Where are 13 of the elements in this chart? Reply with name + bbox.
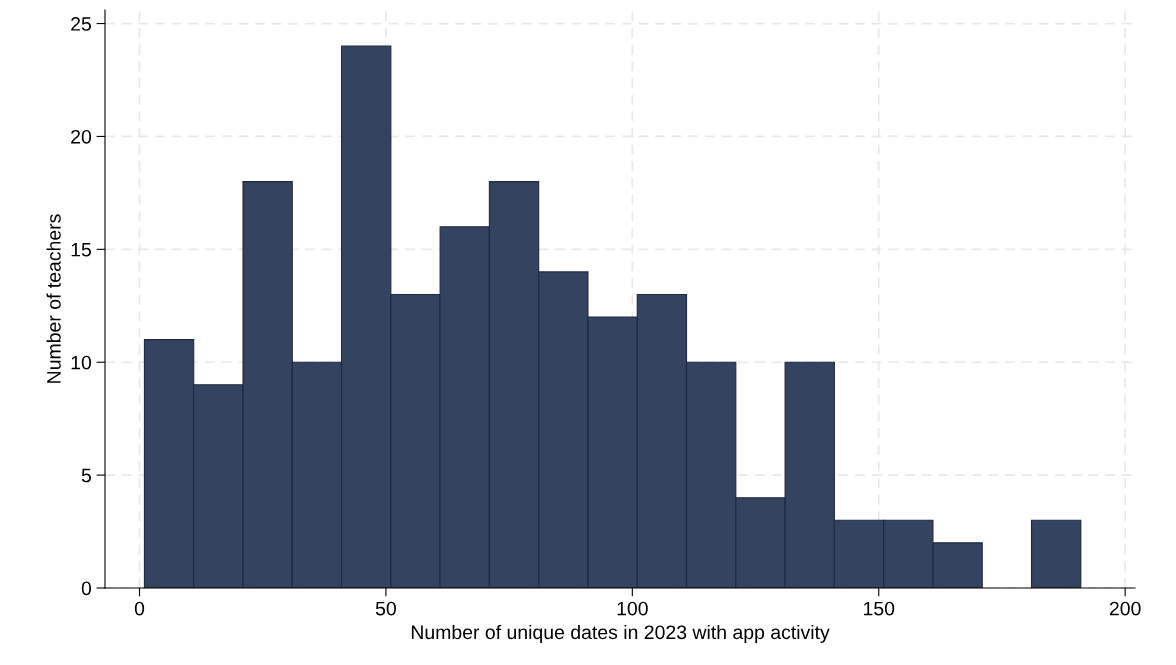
x-tick-label: 100	[617, 601, 648, 616]
y-tick-label: 5	[81, 468, 91, 483]
x-tick-label: 200	[1109, 601, 1141, 616]
x-tick-label: 0	[134, 601, 145, 616]
y-axis-title: Number of teachers	[46, 214, 61, 383]
x-tick-label: 50	[375, 601, 396, 616]
y-tick-label: 10	[71, 355, 92, 370]
x-axis-title: Number of unique dates in 2023 with app activity	[411, 624, 830, 643]
y-tick-label: 20	[71, 129, 92, 144]
y-tick-label: 15	[71, 243, 91, 257]
x-tick-label: 150	[864, 601, 895, 616]
y-tick-label: 25	[71, 17, 91, 31]
y-tick-label: 0	[81, 581, 92, 596]
